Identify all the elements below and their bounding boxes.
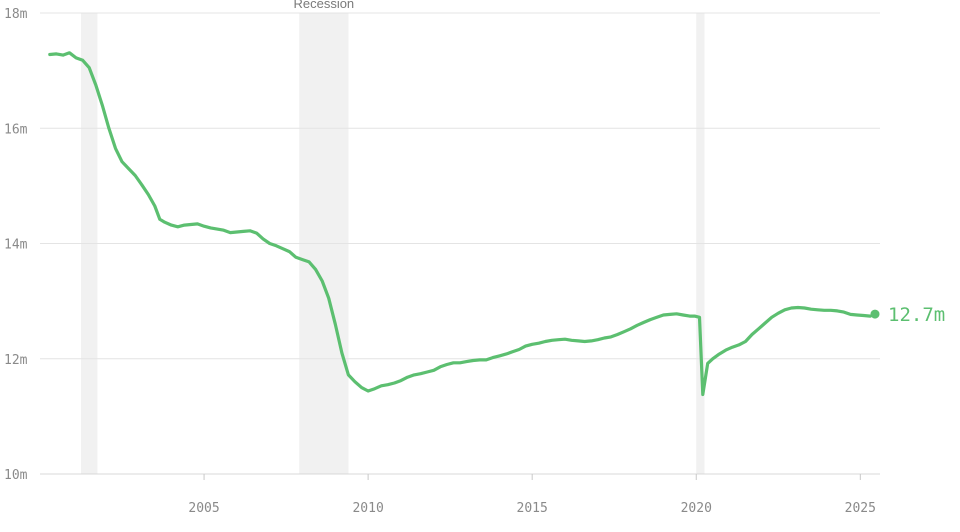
x-tick-label: 2025 <box>845 501 876 516</box>
y-tick-label: 14m <box>4 238 28 253</box>
y-tick-label: 18m <box>4 7 28 22</box>
x-tick-label: 2010 <box>352 501 383 516</box>
series-end-point <box>870 309 880 319</box>
y-axis-tick-labels: 10m 12m 14m 16m 18m <box>4 7 28 483</box>
recession-label: Recession <box>293 0 354 11</box>
x-tick-label: 2005 <box>188 501 219 516</box>
series-end-label: 12.7m <box>888 304 945 326</box>
x-axis-tick-labels: 2005 2010 2015 2020 2025 <box>188 474 876 516</box>
x-tick-label: 2015 <box>517 501 548 516</box>
y-gridlines <box>40 12 880 475</box>
series-layer: 12.7m <box>48 51 945 397</box>
y-tick-label: 16m <box>4 122 28 137</box>
series-line-1 <box>48 51 872 397</box>
y-tick-label: 12m <box>4 353 28 368</box>
y-tick-label: 10m <box>4 468 28 483</box>
x-tick-label: 2020 <box>681 501 712 516</box>
